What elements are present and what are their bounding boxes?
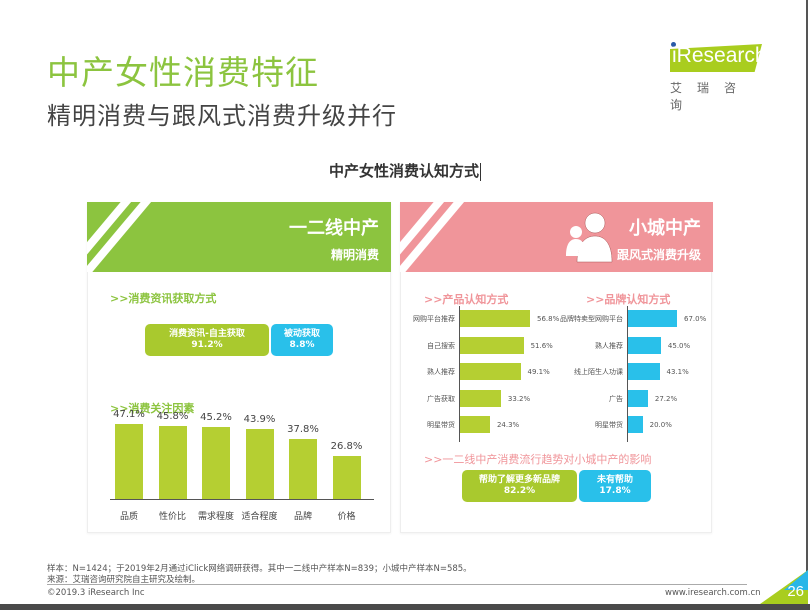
logo-badge [670,44,762,72]
bar [332,456,361,499]
right-banner-subtitle: 跟风式消费升级 [616,248,701,262]
footer-website: www.iresearch.com.cn [665,588,761,598]
bar [628,363,660,380]
pill-value: 8.8% [289,340,315,350]
bar-value-label: 43.1% [666,368,689,376]
text-cursor [480,162,481,181]
chart-main-title: 中产女性消费认知方式 [0,160,810,181]
footer-copyright: ©2019.3 iResearch Inc [47,588,145,598]
pill-not-helped: 未有帮助 17.8% [579,470,651,502]
bar-value-label: 67.0% [684,315,707,323]
bar [460,416,490,433]
bar-category-label: 品质 [119,512,138,522]
left-banner-title: 一二线中产 [289,218,379,239]
page-number: 26 [787,583,804,600]
pill-passive-acquire: 被动获取 8.8% [271,324,333,356]
logo-cn-text: 艾瑞咨询 [670,81,752,112]
bar-category-label: 适合程度 [241,512,278,522]
right-banner: 小城中产 跟风式消费升级 [400,202,713,272]
right-banner-title: 小城中产 [629,218,701,239]
bar-value-label: 56.8% [537,315,560,323]
bar [628,389,648,407]
left-banner: 一二线中产 精明消费 [87,202,391,272]
page-number-badge: 26 [760,570,808,604]
bar [460,336,524,354]
section-title-influence: >>一二线中产消费流行趋势对小城中产的影响 [424,453,652,466]
bar-category-label: 熟人推荐 [595,341,623,350]
bar-category-label: 线上陌生人功课 [574,368,623,376]
y-axis [627,306,628,442]
bar-category-label: 自己搜索 [427,341,455,350]
bar-value-label: 43.9% [243,414,276,426]
bar [289,438,317,499]
section-title-product-cognition: >>产品认知方式 [424,293,509,306]
bar-category-label: 性价比 [158,512,186,522]
footer-divider [47,584,747,585]
bar [460,389,501,407]
bar-value-label: 47.1% [113,409,145,420]
x-axis [110,499,374,500]
bottom-bar [0,604,810,610]
section-title-info-source: >>消费资讯获取方式 [110,292,217,305]
bar [628,310,677,327]
pill-label: 消费资讯-自主获取 [169,329,245,339]
page-title: 中产女性消费特征 [47,53,319,92]
pill-helped: 帮助了解更多新品牌 82.2% [462,470,577,502]
chart-main-title-text: 中产女性消费认知方式 [328,162,479,180]
bar [460,363,521,380]
pill-value: 82.2% [503,486,536,496]
logo-dot-icon [671,42,676,47]
bar-value-label: 45.8% [156,411,189,423]
bar [202,427,230,499]
bar-category-label: 明星带货 [427,421,455,429]
bar [460,310,530,327]
bar-value-label: 49.1% [527,368,550,376]
bar-category-label: 明星带货 [595,421,623,429]
bar-value-label: 51.6% [530,341,553,350]
bar-value-label: 26.8% [330,441,363,453]
bar-value-label: 33.2% [507,394,531,403]
bar-category-label: 价格 [337,512,356,522]
bar-category-label: 广告获取 [427,394,455,403]
bar-category-label: 品牌特卖型网购平台 [560,315,623,323]
bar [245,429,274,499]
pill-self-acquire: 消费资讯-自主获取 91.2% [145,324,269,356]
page-subtitle: 精明消费与跟风式消费升级并行 [47,102,397,130]
bar-value-label: 27.2% [654,394,678,403]
left-banner-subtitle: 精明消费 [330,248,379,262]
footer-source-note: 来源：艾瑞咨询研究院自主研究及绘制。 [47,575,201,585]
footer-sample-note: 样本：N=1424；于2019年2月通过iClick网络调研获得。其中一二线中产… [47,564,472,574]
section-title-factors: >>消费关注因素 [110,402,195,415]
iresearch-logo: iResearch 艾瑞咨询 [662,42,772,112]
pill-label: 未有帮助 [596,475,633,485]
y-axis [459,306,460,442]
users-icon [566,212,613,263]
bar-category-label: 需求程度 [197,512,234,522]
pill-value: 17.8% [599,486,631,496]
bar [158,426,187,499]
bar-value-label: 45.0% [667,341,691,350]
bar [628,416,643,433]
logo-text: iResearch [672,44,767,67]
bar-value-label: 45.2% [200,412,232,424]
section-title-brand-cognition: >>品牌认知方式 [586,293,671,306]
bar-category-label: 品牌 [293,512,312,522]
bar-value-label: 24.3% [496,421,520,429]
bar [115,424,143,499]
bar-category-label: 熟人推荐 [427,368,455,376]
bar-category-label: 广告 [609,394,623,403]
bar-value-label: 20.0% [649,421,672,429]
bar [628,336,661,354]
bar-category-label: 网购平台推荐 [413,315,455,323]
pill-value: 91.2% [191,340,223,350]
bar-value-label: 37.8% [287,423,319,435]
pill-label: 被动获取 [283,329,320,339]
pill-label: 帮助了解更多新品牌 [478,475,560,485]
